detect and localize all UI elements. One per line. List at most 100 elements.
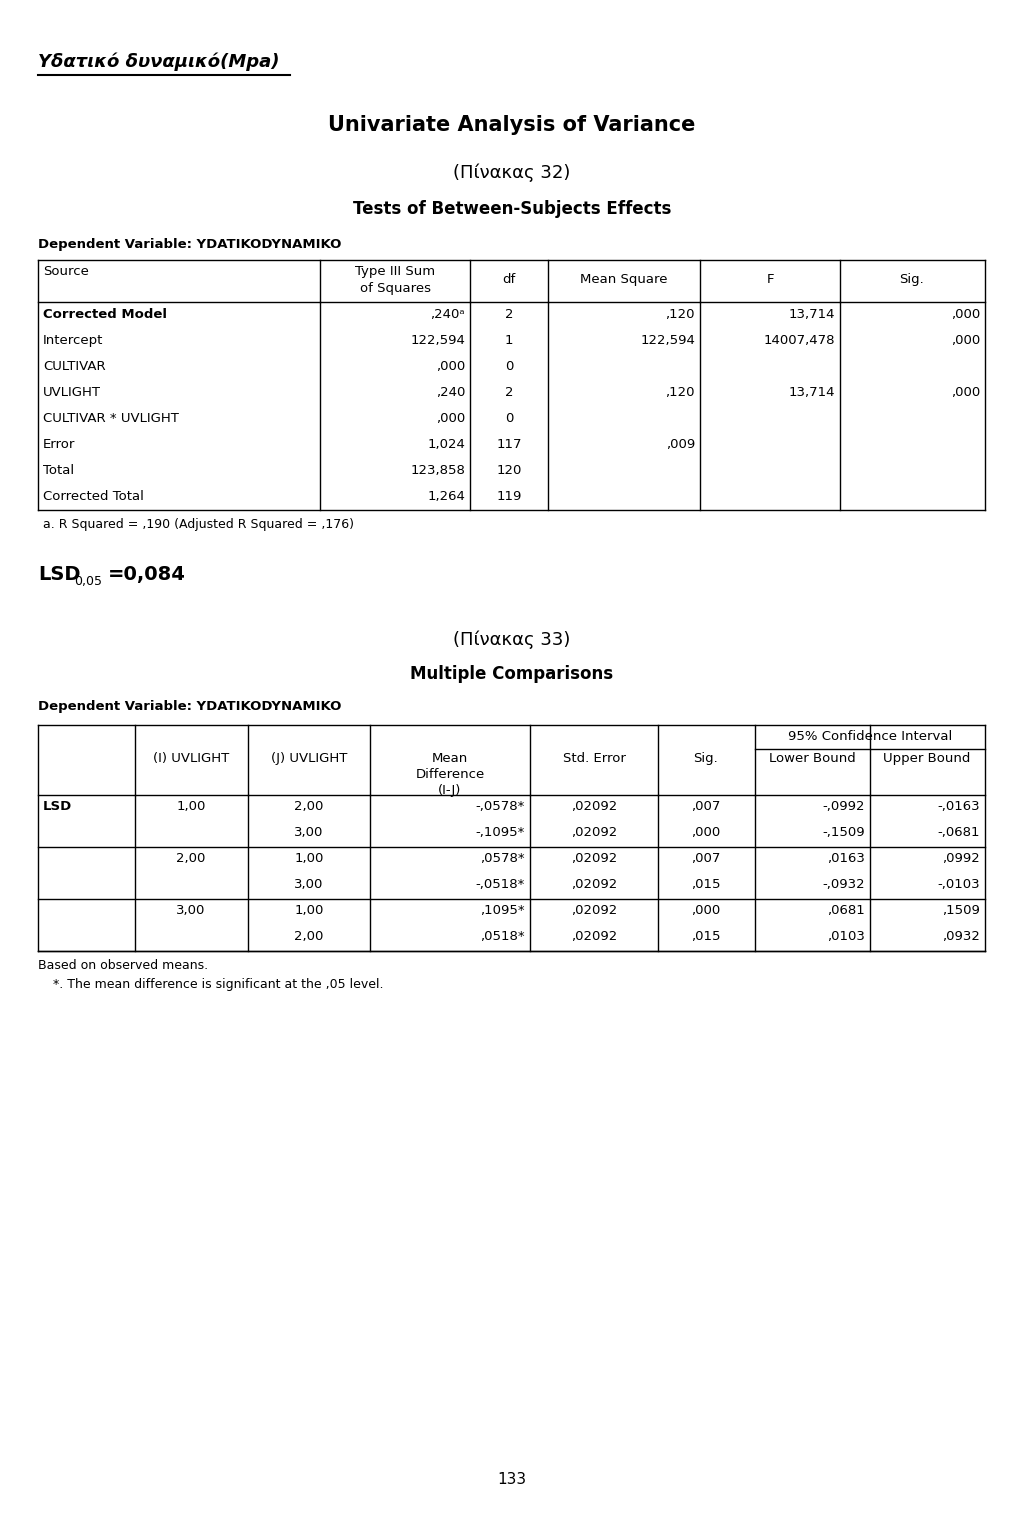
Text: F: F: [766, 273, 774, 287]
Text: 123,858: 123,858: [411, 464, 465, 476]
Text: 1,024: 1,024: [427, 438, 465, 451]
Text: 95% Confidence Interval: 95% Confidence Interval: [787, 730, 952, 743]
Text: Total: Total: [43, 464, 74, 476]
Text: Dependent Variable: YDATIKODYNAMIKO: Dependent Variable: YDATIKODYNAMIKO: [38, 699, 341, 713]
Text: Mean: Mean: [432, 752, 468, 765]
Text: Corrected Total: Corrected Total: [43, 490, 144, 504]
Text: ,000: ,000: [691, 825, 721, 839]
Text: 120: 120: [497, 464, 521, 476]
Text: 133: 133: [498, 1471, 526, 1487]
Text: 0,05: 0,05: [74, 575, 102, 589]
Text: ,240ᵃ: ,240ᵃ: [430, 308, 465, 322]
Text: CULTIVAR: CULTIVAR: [43, 360, 105, 373]
Text: ,007: ,007: [691, 853, 721, 865]
Text: LSD: LSD: [43, 799, 73, 813]
Text: Univariate Analysis of Variance: Univariate Analysis of Variance: [329, 115, 695, 135]
Text: Intercept: Intercept: [43, 334, 103, 347]
Text: *. The mean difference is significant at the ,05 level.: *. The mean difference is significant at…: [53, 978, 384, 991]
Text: -,0992: -,0992: [822, 799, 865, 813]
Text: ,015: ,015: [691, 930, 721, 944]
Text: (Πίνακας 32): (Πίνακας 32): [454, 162, 570, 182]
Text: Upper Bound: Upper Bound: [884, 752, 971, 765]
Text: Sig.: Sig.: [693, 752, 719, 765]
Text: ,1509: ,1509: [942, 904, 980, 916]
Text: ,0518*: ,0518*: [480, 930, 525, 944]
Text: Υδατικό δυναμικό(Mpa): Υδατικό δυναμικό(Mpa): [38, 52, 280, 70]
Text: CULTIVAR * UVLIGHT: CULTIVAR * UVLIGHT: [43, 413, 179, 425]
Text: ,02092: ,02092: [570, 799, 617, 813]
Text: ,0681: ,0681: [827, 904, 865, 916]
Text: 0: 0: [505, 413, 513, 425]
Text: 3,00: 3,00: [294, 878, 324, 890]
Text: -,0163: -,0163: [937, 799, 980, 813]
Text: Based on observed means.: Based on observed means.: [38, 959, 208, 972]
Text: Mean Square: Mean Square: [581, 273, 668, 287]
Text: 122,594: 122,594: [640, 334, 695, 347]
Text: Std. Error: Std. Error: [562, 752, 626, 765]
Text: 13,714: 13,714: [788, 385, 835, 399]
Text: -,1509: -,1509: [822, 825, 865, 839]
Text: ,0992: ,0992: [942, 853, 980, 865]
Text: 1,00: 1,00: [294, 904, 324, 916]
Text: -,0103: -,0103: [937, 878, 980, 890]
Text: -,0932: -,0932: [822, 878, 865, 890]
Text: LSD: LSD: [38, 564, 81, 584]
Text: Type III Sum: Type III Sum: [355, 265, 435, 278]
Text: 2: 2: [505, 308, 513, 322]
Text: ,000: ,000: [950, 385, 980, 399]
Text: 3,00: 3,00: [294, 825, 324, 839]
Text: Difference: Difference: [416, 768, 484, 781]
Text: ,0163: ,0163: [827, 853, 865, 865]
Text: (I) UVLIGHT: (I) UVLIGHT: [153, 752, 229, 765]
Text: ,02092: ,02092: [570, 878, 617, 890]
Text: ,000: ,000: [436, 360, 465, 373]
Text: ,120: ,120: [666, 308, 695, 322]
Text: 1: 1: [505, 334, 513, 347]
Text: Corrected Model: Corrected Model: [43, 308, 167, 322]
Text: ,015: ,015: [691, 878, 721, 890]
Text: UVLIGHT: UVLIGHT: [43, 385, 101, 399]
Text: ,120: ,120: [666, 385, 695, 399]
Text: 3,00: 3,00: [176, 904, 206, 916]
Text: ,02092: ,02092: [570, 930, 617, 944]
Text: ,240: ,240: [435, 385, 465, 399]
Text: ,009: ,009: [666, 438, 695, 451]
Text: 122,594: 122,594: [411, 334, 465, 347]
Text: Dependent Variable: YDATIKODYNAMIKO: Dependent Variable: YDATIKODYNAMIKO: [38, 238, 341, 250]
Text: -,0518*: -,0518*: [475, 878, 525, 890]
Text: ,0932: ,0932: [942, 930, 980, 944]
Text: Multiple Comparisons: Multiple Comparisons: [411, 664, 613, 683]
Text: ,007: ,007: [691, 799, 721, 813]
Text: ,1095*: ,1095*: [480, 904, 525, 916]
Text: (I-J): (I-J): [438, 784, 462, 796]
Text: of Squares: of Squares: [359, 282, 430, 294]
Text: (J) UVLIGHT: (J) UVLIGHT: [270, 752, 347, 765]
Text: Source: Source: [43, 265, 89, 278]
Text: 13,714: 13,714: [788, 308, 835, 322]
Text: ,0578*: ,0578*: [480, 853, 525, 865]
Text: -,1095*: -,1095*: [475, 825, 525, 839]
Text: ,02092: ,02092: [570, 904, 617, 916]
Text: Sig.: Sig.: [900, 273, 925, 287]
Text: ,000: ,000: [436, 413, 465, 425]
Text: (Πίνακας 33): (Πίνακας 33): [454, 630, 570, 648]
Text: ,000: ,000: [950, 308, 980, 322]
Text: 0: 0: [505, 360, 513, 373]
Text: =0,084: =0,084: [108, 564, 186, 584]
Text: 119: 119: [497, 490, 521, 504]
Text: 2,00: 2,00: [176, 853, 206, 865]
Text: Tests of Between-Subjects Effects: Tests of Between-Subjects Effects: [353, 200, 671, 218]
Text: 14007,478: 14007,478: [764, 334, 835, 347]
Text: Error: Error: [43, 438, 76, 451]
Text: df: df: [503, 273, 516, 287]
Text: 2: 2: [505, 385, 513, 399]
Text: 1,00: 1,00: [294, 853, 324, 865]
Text: -,0578*: -,0578*: [475, 799, 525, 813]
Text: ,000: ,000: [950, 334, 980, 347]
Text: 1,264: 1,264: [427, 490, 465, 504]
Text: a. R Squared = ,190 (Adjusted R Squared = ,176): a. R Squared = ,190 (Adjusted R Squared …: [43, 517, 354, 531]
Text: 2,00: 2,00: [294, 799, 324, 813]
Text: ,000: ,000: [691, 904, 721, 916]
Text: ,02092: ,02092: [570, 825, 617, 839]
Text: 117: 117: [497, 438, 522, 451]
